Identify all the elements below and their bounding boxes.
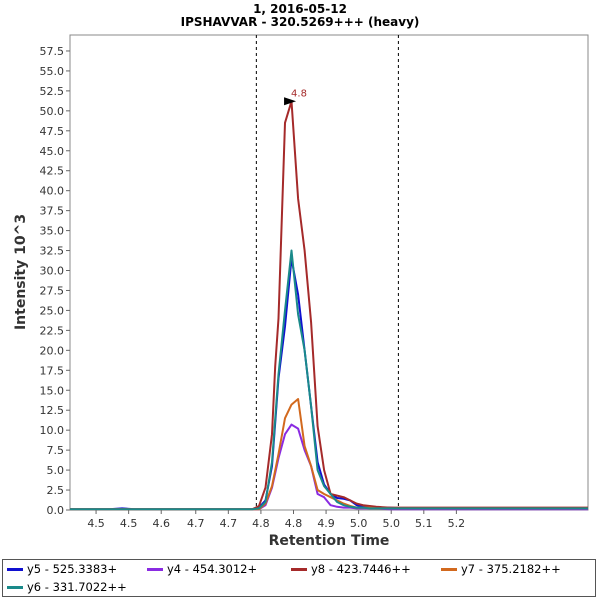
x-tick-label: 5.0 — [350, 517, 368, 530]
y-tick-label: 12.5 — [40, 404, 65, 417]
legend-label: y5 - 525.3383+ — [27, 562, 118, 576]
legend-swatch — [147, 567, 163, 571]
y-tick-label: 45.0 — [40, 145, 65, 158]
legend-label: y6 - 331.7022++ — [27, 580, 127, 594]
y-tick-label: 15.0 — [40, 384, 65, 397]
y-tick-label: 30.0 — [40, 265, 65, 278]
x-tick-label: 5.2 — [448, 517, 466, 530]
y-axis-label: Intensity 10^3 — [13, 214, 29, 330]
x-tick-label: 4.8 — [285, 517, 303, 530]
x-tick-label: 4.6 — [152, 517, 170, 530]
y-tick-label: 37.5 — [40, 205, 65, 218]
y-axis: 0.0 2.5 5.0 7.5 10.0 12.5 15.0 17.5 20.0 22.5 25.0… — [40, 45, 70, 517]
legend-swatch — [441, 567, 457, 571]
peak-label: 4.8 — [291, 88, 307, 99]
x-tick-label: 4.5 — [120, 517, 138, 530]
x-tick-label: 4.7 — [187, 517, 205, 530]
legend-swatch — [291, 567, 307, 571]
legend-item-y4: y4 - 454.3012+ — [147, 561, 257, 577]
legend-item-y6: y6 - 331.7022++ — [7, 579, 127, 595]
x-tick-label: 4.5 — [87, 517, 105, 530]
x-tick-label: 5.1 — [415, 517, 433, 530]
y-tick-label: 57.5 — [40, 45, 65, 58]
x-tick-label: 4.8 — [252, 517, 270, 530]
legend-label: y4 - 454.3012+ — [167, 562, 258, 576]
legend-item-y8: y8 - 423.7446++ — [291, 561, 411, 577]
series-lines — [70, 100, 588, 511]
legend-label: y7 - 375.2182++ — [461, 562, 561, 576]
y-tick-label: 32.5 — [40, 245, 65, 258]
legend-item-y5: y5 - 525.3383+ — [7, 561, 117, 577]
y-tick-label: 40.0 — [40, 185, 65, 198]
y-tick-label: 55.0 — [40, 65, 65, 78]
y-tick-label: 47.5 — [40, 125, 65, 138]
y-tick-label: 20.0 — [40, 344, 65, 357]
legend-swatch — [7, 567, 23, 571]
x-tick-label: 4.7 — [220, 517, 238, 530]
y-tick-label: 2.5 — [47, 484, 65, 497]
x-axis: 4.5 4.5 4.6 4.7 4.7 4.8 4.8 4.9 5.0 5.0 5.1 5.2 — [87, 510, 465, 530]
y-tick-label: 25.0 — [40, 304, 65, 317]
chart-subtitle: IPSHAVVAR - 320.5269+++ (heavy) — [181, 15, 420, 29]
y-tick-label: 52.5 — [40, 85, 65, 98]
legend-swatch — [7, 585, 23, 589]
y-tick-label: 42.5 — [40, 165, 65, 178]
y-tick-label: 17.5 — [40, 364, 65, 377]
legend: y5 - 525.3383+ y4 - 454.3012+ y8 - 423.7… — [2, 559, 596, 597]
chart-title: 1, 2016-05-12 — [253, 2, 347, 16]
y-tick-label: 35.0 — [40, 225, 65, 238]
peak-annotation: 4.8 — [284, 88, 307, 106]
legend-label: y8 - 423.7446++ — [311, 562, 411, 576]
legend-item-y7: y7 - 375.2182++ — [441, 561, 561, 577]
x-axis-label: Retention Time — [269, 533, 390, 549]
y-tick-label: 22.5 — [40, 324, 65, 337]
peak-arrow-icon — [284, 97, 297, 106]
x-tick-label: 5.0 — [382, 517, 400, 530]
y-tick-label: 50.0 — [40, 105, 65, 118]
y-tick-label: 27.5 — [40, 284, 65, 297]
peak-boundaries — [255, 35, 399, 510]
y-tick-label: 0.0 — [47, 504, 65, 517]
series-line — [70, 249, 588, 511]
x-tick-label: 4.9 — [317, 517, 335, 530]
y-tick-label: 10.0 — [40, 424, 65, 437]
y-tick-label: 5.0 — [47, 464, 65, 477]
chart-svg: 1, 2016-05-12 IPSHAVVAR - 320.5269+++ (h… — [13, 2, 589, 549]
plot-area — [69, 34, 589, 511]
y-tick-label: 7.5 — [47, 444, 65, 457]
